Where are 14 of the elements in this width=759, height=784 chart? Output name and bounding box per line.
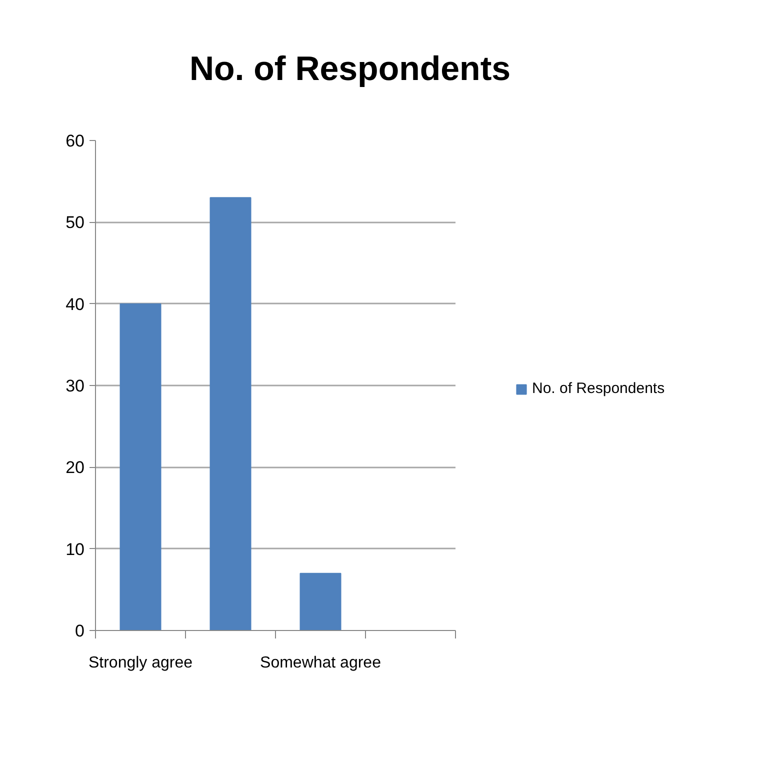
legend-label: No. of Respondents bbox=[532, 380, 665, 397]
y-tick-label: 20 bbox=[66, 458, 85, 478]
bar bbox=[120, 303, 162, 630]
chart-title: No. of Respondents bbox=[189, 49, 511, 90]
x-tick-label: Strongly agree bbox=[88, 654, 193, 672]
y-tick-label: 10 bbox=[66, 540, 85, 559]
y-tick-label: 30 bbox=[66, 376, 85, 396]
y-tick-label: 60 bbox=[66, 132, 85, 150]
y-tick-label: 0 bbox=[75, 622, 85, 640]
y-tick-label: 50 bbox=[66, 213, 85, 232]
x-tick-label: Somewhat agree bbox=[260, 654, 382, 672]
bar bbox=[210, 197, 252, 630]
bar bbox=[300, 572, 342, 630]
y-tick-label: 40 bbox=[66, 294, 85, 314]
